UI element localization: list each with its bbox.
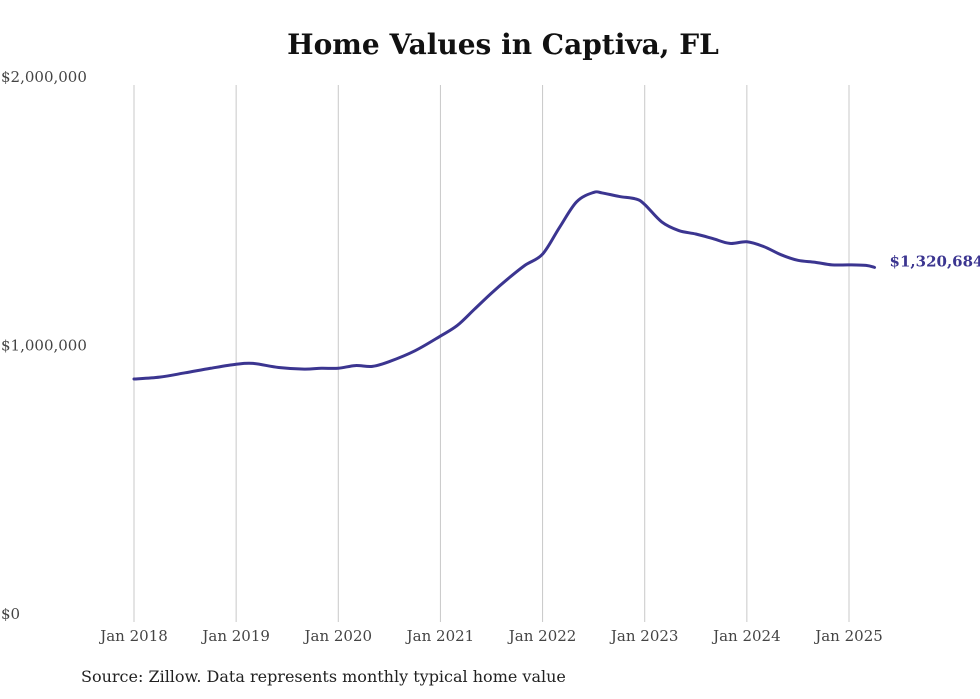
x-tick-label: Jan 2023	[609, 627, 679, 645]
y-tick-label: $0	[1, 605, 20, 623]
y-tick-label: $2,000,000	[1, 68, 87, 86]
x-tick-label: Jan 2024	[711, 627, 781, 645]
end-value-label: $1,320,684	[890, 252, 980, 270]
x-tick-label: Jan 2020	[303, 627, 373, 645]
x-tick-label: Jan 2022	[507, 627, 577, 645]
gridlines	[133, 85, 850, 622]
source-note: Source: Zillow. Data represents monthly …	[81, 667, 566, 686]
x-tick-label: Jan 2018	[98, 627, 168, 645]
y-tick-label: $1,000,000	[1, 337, 87, 355]
y-axis-ticks: $0 $1,000,000 $2,000,000	[1, 68, 87, 623]
x-axis-ticks: Jan 2018 Jan 2019 Jan 2020 Jan 2021 Jan 2022…	[98, 627, 883, 645]
x-tick-label: Jan 2019	[200, 627, 270, 645]
x-tick-label: Jan 2021	[405, 627, 475, 645]
x-tick-label: Jan 2025	[813, 627, 883, 645]
series-line	[132, 190, 877, 381]
series-layer: $1,320,684	[132, 190, 980, 381]
chart-title: Home Values in Captiva, FL	[287, 28, 719, 61]
